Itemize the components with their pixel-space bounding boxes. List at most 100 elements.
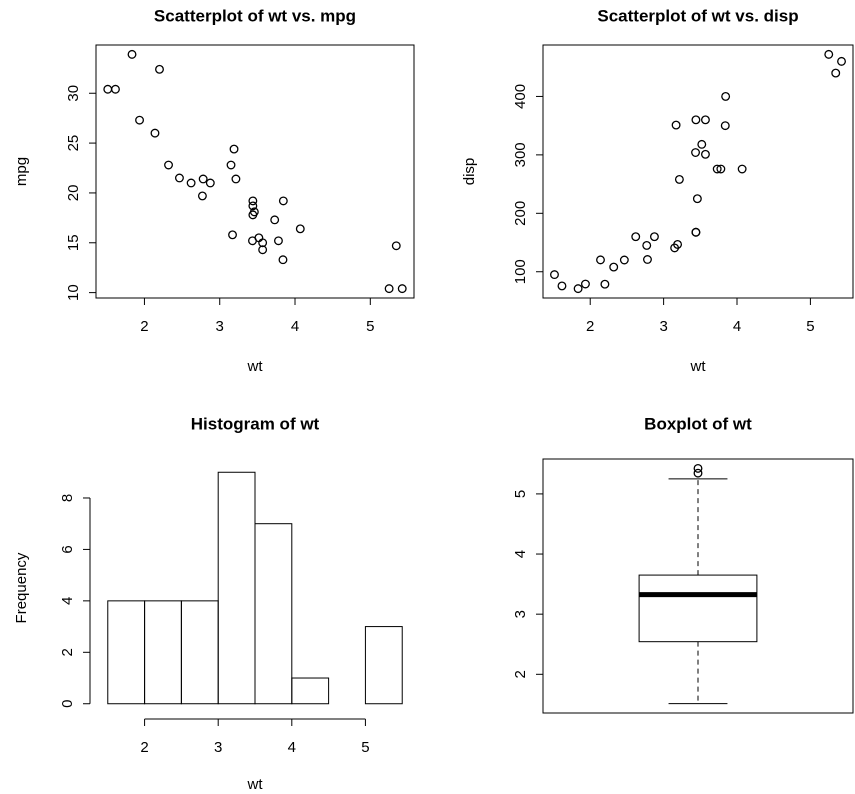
bar (180, 600, 219, 705)
point (643, 255, 652, 264)
point (270, 215, 280, 225)
point (197, 191, 207, 201)
point (248, 236, 257, 246)
y-tick-label: 400 (512, 84, 529, 109)
y-tick-label: 10 (65, 284, 82, 301)
y-axis-label: mpg (13, 157, 30, 186)
point (274, 236, 283, 246)
point (609, 262, 619, 272)
point (700, 115, 710, 125)
point (619, 255, 629, 265)
point (550, 270, 559, 280)
point (596, 255, 605, 265)
y-tick-label: 30 (65, 85, 82, 102)
point (712, 164, 722, 174)
point (691, 148, 700, 157)
point (226, 160, 236, 170)
x-tick-label: 4 (288, 739, 296, 756)
point (700, 149, 710, 159)
bar (364, 626, 403, 705)
point (391, 241, 401, 251)
point (103, 84, 113, 94)
point (186, 178, 196, 188)
x-axis-label: wt (247, 776, 264, 793)
point (649, 232, 659, 242)
bar (107, 600, 146, 705)
y-tick-label: 5 (512, 490, 529, 498)
y-tick-label: 2 (512, 670, 529, 678)
point (716, 164, 726, 174)
point (229, 144, 239, 154)
x-axis-label: wt (247, 358, 264, 375)
plot-frame (542, 44, 854, 299)
point (691, 227, 701, 237)
y-tick-label: 8 (59, 494, 76, 502)
y-tick-label: 300 (512, 142, 529, 167)
point (397, 284, 407, 294)
point (164, 160, 173, 170)
point (198, 174, 208, 184)
y-axis-label: disp (461, 158, 478, 186)
point (248, 196, 258, 206)
point (721, 91, 731, 101)
point (384, 284, 394, 294)
x-tick-label: 3 (214, 739, 222, 756)
point (231, 174, 241, 184)
bar (254, 523, 293, 705)
chart-title: Histogram of wt (191, 414, 320, 433)
y-tick-label: 0 (59, 700, 76, 708)
x-axis-label: wt (690, 358, 707, 375)
point (127, 49, 137, 59)
x-tick-label: 5 (366, 318, 374, 335)
y-tick-label: 20 (65, 185, 82, 202)
point (642, 240, 652, 250)
y-tick-label: 15 (65, 234, 82, 251)
x-tick-label: 2 (586, 318, 594, 335)
x-tick-label: 5 (806, 318, 814, 335)
y-tick-label: 3 (512, 610, 529, 618)
outlier (693, 463, 703, 473)
point (248, 201, 258, 211)
y-tick-label: 25 (65, 135, 82, 152)
plot-frame (95, 44, 415, 299)
point (248, 210, 258, 220)
point (135, 115, 144, 125)
bar (144, 600, 182, 705)
point (824, 49, 834, 59)
x-tick-label: 2 (140, 318, 148, 335)
point (278, 196, 288, 206)
point (720, 121, 730, 131)
point (557, 281, 567, 291)
y-tick-label: 200 (512, 201, 529, 226)
point (228, 230, 237, 240)
point (671, 120, 681, 130)
y-tick-label: 6 (59, 545, 76, 553)
point (600, 279, 610, 289)
y-tick-label: 100 (512, 259, 529, 284)
x-tick-label: 3 (216, 318, 224, 335)
point (631, 232, 641, 242)
point (295, 224, 305, 234)
plot-frame (542, 458, 854, 714)
x-tick-label: 4 (733, 318, 741, 335)
point (150, 128, 160, 138)
x-tick-label: 5 (361, 739, 369, 756)
point (258, 238, 268, 248)
chart-title: Scatterplot of wt vs. mpg (154, 6, 356, 25)
point (581, 279, 590, 289)
point (111, 84, 120, 94)
y-tick-label: 4 (512, 550, 529, 558)
point (155, 64, 164, 74)
x-tick-label: 2 (140, 739, 148, 756)
point (691, 115, 701, 125)
x-tick-label: 3 (659, 318, 667, 335)
point (692, 194, 702, 204)
y-tick-label: 2 (59, 648, 76, 656)
bar (291, 677, 330, 705)
bar (217, 471, 256, 705)
point (837, 56, 846, 66)
point (674, 174, 684, 184)
chart-title: Scatterplot of wt vs. disp (597, 6, 798, 25)
